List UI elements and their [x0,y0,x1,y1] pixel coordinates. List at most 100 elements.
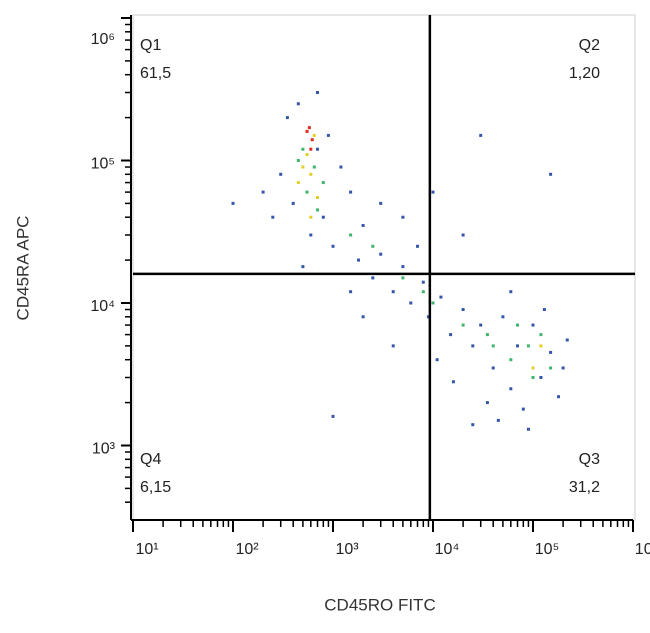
dot [431,190,435,194]
dot [309,147,313,151]
dot [401,215,405,219]
dot [491,366,495,370]
dot [391,290,395,294]
dot [305,190,309,194]
dot [279,172,283,176]
dot [379,201,383,205]
quadrant-percent: 1,20 [569,65,600,82]
dot [496,418,500,422]
dot [371,244,375,248]
dot [461,308,465,312]
dot [309,215,313,219]
dot [531,366,535,370]
dot [316,208,320,212]
dot [516,323,520,327]
y-tick-label: 10⁴ [90,298,115,315]
dot [557,395,561,399]
x-tick-label: 10¹ [135,541,158,558]
dot [516,344,520,348]
dot [426,315,430,319]
dot [485,401,489,405]
dot [539,376,543,380]
dot [531,323,535,327]
dot [509,358,513,362]
quadrant-name: Q1 [140,37,161,54]
y-tick-label: 10⁵ [91,156,115,173]
dot [349,233,353,237]
dot [471,423,475,427]
y-axis-title: CD45RA APC [13,216,32,321]
dot [231,201,235,205]
dot [491,344,495,348]
dot [461,323,465,327]
dot [421,280,425,284]
quadrant-percent: 61,5 [140,65,171,82]
y-tick-label: 10³ [92,441,116,458]
dot [307,126,311,130]
x-tick-label: 10⁶ [635,541,650,558]
quadrant-percent: 6,15 [140,479,171,496]
dot [479,133,483,137]
dot [321,215,325,219]
dot [509,387,513,391]
quadrant-name: Q2 [579,37,600,54]
dot [361,315,365,319]
dot [449,333,453,337]
dot [531,376,535,380]
dot [479,323,483,327]
dot [401,276,405,280]
dot [391,344,395,348]
dot [271,215,275,219]
dot [416,244,420,248]
dot [549,350,553,354]
dot [357,258,361,262]
dot [379,252,383,256]
quadrant-name: Q3 [579,451,600,468]
quadrant-name: Q4 [140,451,161,468]
dot [309,233,313,237]
dot [561,366,565,370]
dot [471,344,475,348]
dot [371,276,375,280]
dot [316,195,320,199]
dot [316,147,320,151]
x-tick-label: 10² [235,541,259,558]
dot [291,201,295,205]
dot [439,295,443,299]
dot [349,190,353,194]
dot [461,233,465,237]
dot [565,338,569,342]
dot [539,333,543,337]
dot [321,181,325,185]
dot [549,172,553,176]
dot [312,133,316,137]
dot [539,344,543,348]
dot [312,165,316,169]
dot [521,407,525,411]
x-tick-label: 10⁴ [435,541,460,558]
dot [310,138,314,142]
plot-frame [132,14,636,521]
dot [401,265,405,269]
dot [435,358,439,362]
dot [301,165,305,169]
dot [349,290,353,294]
dot [309,172,313,176]
dot [296,158,300,162]
dot [451,380,455,384]
dot [316,91,320,95]
dot [301,147,305,151]
dot [542,308,546,312]
dot [549,366,553,370]
x-tick-label: 10⁵ [535,541,559,558]
dot [409,301,413,305]
dot [331,414,335,418]
dot [261,190,265,194]
dot [361,223,365,227]
dot [509,290,513,294]
dot [339,165,343,169]
x-tick-label: 10³ [335,541,359,558]
dot [331,244,335,248]
x-axis-title: CD45RO FITC [324,595,435,614]
